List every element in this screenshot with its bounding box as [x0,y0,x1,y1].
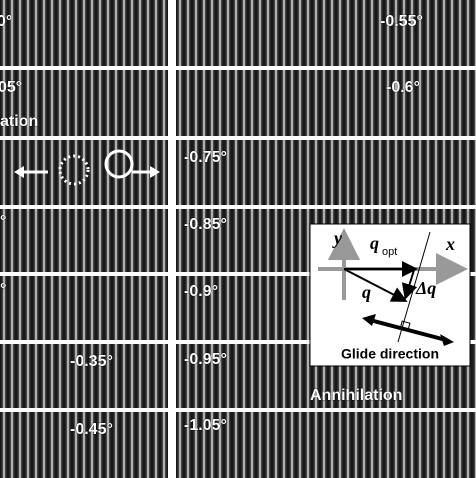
left-panel-label: ° [0,281,6,298]
q-opt-subscript: opt [382,246,397,258]
inset: y x q opt q Δq Glide direction [310,224,470,366]
annotation: Annihilation [310,387,402,404]
right-panel-label: -0.6° [386,79,420,96]
left-panel-label: -0.45° [70,421,113,438]
inset-caption: Glide direction [341,346,439,362]
right-panel-label: -0.75° [184,149,227,166]
right-panel-label: -1.05° [184,417,227,434]
figure: 0° 05° ation ° ° -0.35° -0.45° -0.55° -0.6° -0.75… [0,0,476,478]
right-panel-label: -0.55° [380,13,423,30]
right-panel-label: -0.95° [184,351,227,368]
delta-q-label: Δq [415,278,436,298]
stripe-panel [0,209,168,272]
q-label: q [362,282,371,302]
left-panel-label: 0° [0,13,12,30]
stripe-panel [176,0,476,66]
left-panel-label: 05° [0,79,22,96]
stripe-panel [0,0,168,66]
right-panel-label: -0.9° [184,283,218,300]
stripe-panel [0,276,168,340]
left-panel-label: ° [0,213,6,230]
stripe-panel [176,70,476,136]
x-label: x [445,234,455,254]
y-label: y [332,228,343,248]
left-panel-label: ation [0,113,38,130]
left-panel-label: -0.35° [70,353,113,370]
right-panel-label: -0.85° [184,216,227,233]
q-opt-symbol: q [370,233,379,253]
